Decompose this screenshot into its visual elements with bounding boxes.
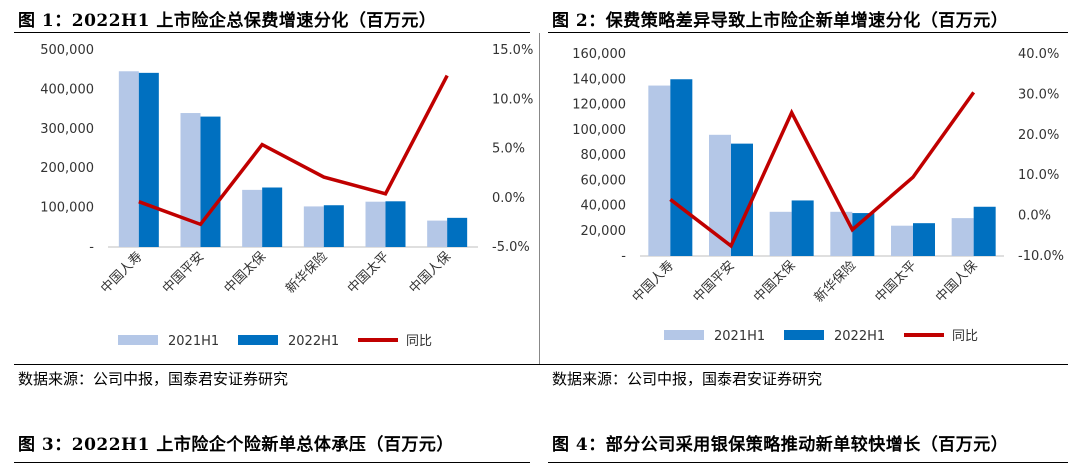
fig1-category-label: 中国人寿 [98,249,145,296]
figure-2-top-rule [548,32,1068,33]
fig1-category-label: 中国人保 [407,249,454,296]
fig2-bar-2021h1 [830,211,853,256]
fig2-bar-2021h1 [709,134,731,256]
fig2-category-label: 中国人寿 [630,258,677,305]
fig1-bar-2021h1 [427,220,448,247]
fig2-right-tick-label: 40.0% [1018,47,1059,62]
fig1-legend-label-2022h1: 2022H1 [288,334,339,349]
fig2-bar-2022h1 [791,200,814,256]
fig2-left-tick-label: 140,000 [572,72,626,87]
fig1-bar-2021h1 [180,113,201,247]
fig1-bar-2022h1 [385,201,406,247]
fig2-legend-swatch-2021h1 [664,330,704,340]
fig2-left-tick-label: 20,000 [581,224,627,239]
fig2-bar-2021h1 [951,218,974,256]
fig1-category-label: 中国太平 [345,249,392,296]
fig2-category-label: 中国平安 [690,258,737,305]
panel-divider [539,33,540,365]
fig1-yoy-line [138,74,449,227]
fig1-legend-label-2021h1: 2021H1 [168,334,219,349]
figure-3-top-rule [14,462,530,463]
fig1-legend-label-yoy: 同比 [406,334,432,349]
fig2-right-tick-label: 10.0% [1018,168,1059,183]
fig2-bar-2022h1 [973,206,996,256]
fig1-bar-2021h1 [242,189,263,247]
figures-bottom-rule [14,364,1068,365]
fig2-category-label: 中国人保 [933,258,980,305]
figure-3-title: 图 3：2022H1 上市险企个险新单总体承压（百万元） [18,435,454,455]
fig1-bar-2022h1 [138,72,159,247]
fig2-category-label: 中国太平 [872,258,919,305]
figure-1-top-rule [14,32,530,33]
figure-1-chart: - 100,000 200,000 300,000 400,000 500,000 -5.0… [40,43,533,349]
fig1-bar-2021h1 [303,206,324,247]
fig1-bar-2021h1 [365,201,386,247]
fig2-legend-label-yoy: 同比 [952,329,978,344]
fig2-legend-swatch-2022h1 [784,330,824,340]
fig1-left-tick-label: 200,000 [40,161,94,176]
fig2-legend-label-2021h1: 2021H1 [714,329,765,344]
fig2-left-tick-label: 160,000 [572,47,626,62]
fig1-left-tick-label: - [89,240,94,255]
fig1-bar-2022h1 [262,187,283,247]
figure-4-top-rule [548,462,1068,463]
fig2-bar-2022h1 [670,79,693,256]
figure-4-title: 图 4：部分公司采用银保策略推动新单较快增长（百万元） [552,435,1009,455]
fig2-left-tick-label: 40,000 [581,199,627,214]
fig1-left-tick-label: 100,000 [40,201,94,216]
fig2-right-tick-label: 0.0% [1018,209,1051,224]
figure-2-title: 图 2：保费策略差异导致上市险企新单增速分化（百万元） [552,11,1009,31]
fig2-left-tick-label: - [621,249,626,264]
fig1-bar-2021h1 [118,71,139,247]
fig1-category-label: 中国太保 [222,249,269,296]
fig1-right-tick-label: 10.0% [492,92,533,107]
fig1-right-tick-label: 0.0% [492,191,525,206]
fig2-left-tick-label: 80,000 [581,148,627,163]
fig2-bar-2021h1 [769,211,792,256]
fig2-bar-2021h1 [648,85,671,256]
fig2-category-label: 中国太保 [751,258,798,305]
fig2-right-tick-label: 30.0% [1018,87,1059,102]
fig1-left-tick-label: 300,000 [40,122,94,137]
fig2-yoy-line [669,91,976,249]
fig2-bar-2022h1 [913,223,935,256]
figure-1-title: 图 1：2022H1 上市险企总保费增速分化（百万元） [18,11,437,31]
fig2-left-tick-label: 120,000 [572,98,626,113]
fig2-legend-label-2022h1: 2022H1 [834,329,885,344]
fig1-right-tick-label: -5.0% [492,240,530,255]
fig2-left-tick-label: 60,000 [581,173,627,188]
fig1-right-tick-label: 15.0% [492,43,533,58]
fig2-left-tick-label: 100,000 [572,123,626,138]
fig1-left-tick-label: 400,000 [40,82,94,97]
fig1-category-label: 新华保险 [283,249,331,297]
fig1-legend-swatch-2021h1 [118,335,158,345]
figure-2-chart: - 20,000 40,000 60,000 80,000 100,000 120,000 1… [572,47,1064,344]
fig1-legend-swatch-2022h1 [238,335,278,345]
fig2-bar-2021h1 [891,225,913,256]
fig1-right-tick-label: 5.0% [492,142,525,157]
fig1-bar-2022h1 [200,116,221,247]
fig1-bar-2022h1 [447,217,468,247]
figure-1-source: 数据来源：公司中报，国泰君安证券研究 [18,370,289,388]
fig2-bar-2022h1 [731,143,753,256]
figure-2-source: 数据来源：公司中报，国泰君安证券研究 [552,370,823,388]
fig1-category-label: 中国平安 [160,249,207,296]
fig2-right-tick-label: -10.0% [1018,249,1064,264]
fig2-right-tick-label: 20.0% [1018,128,1059,143]
fig1-left-tick-label: 500,000 [40,43,94,58]
fig1-bar-2022h1 [323,205,344,247]
fig2-category-label: 新华保险 [811,258,859,306]
